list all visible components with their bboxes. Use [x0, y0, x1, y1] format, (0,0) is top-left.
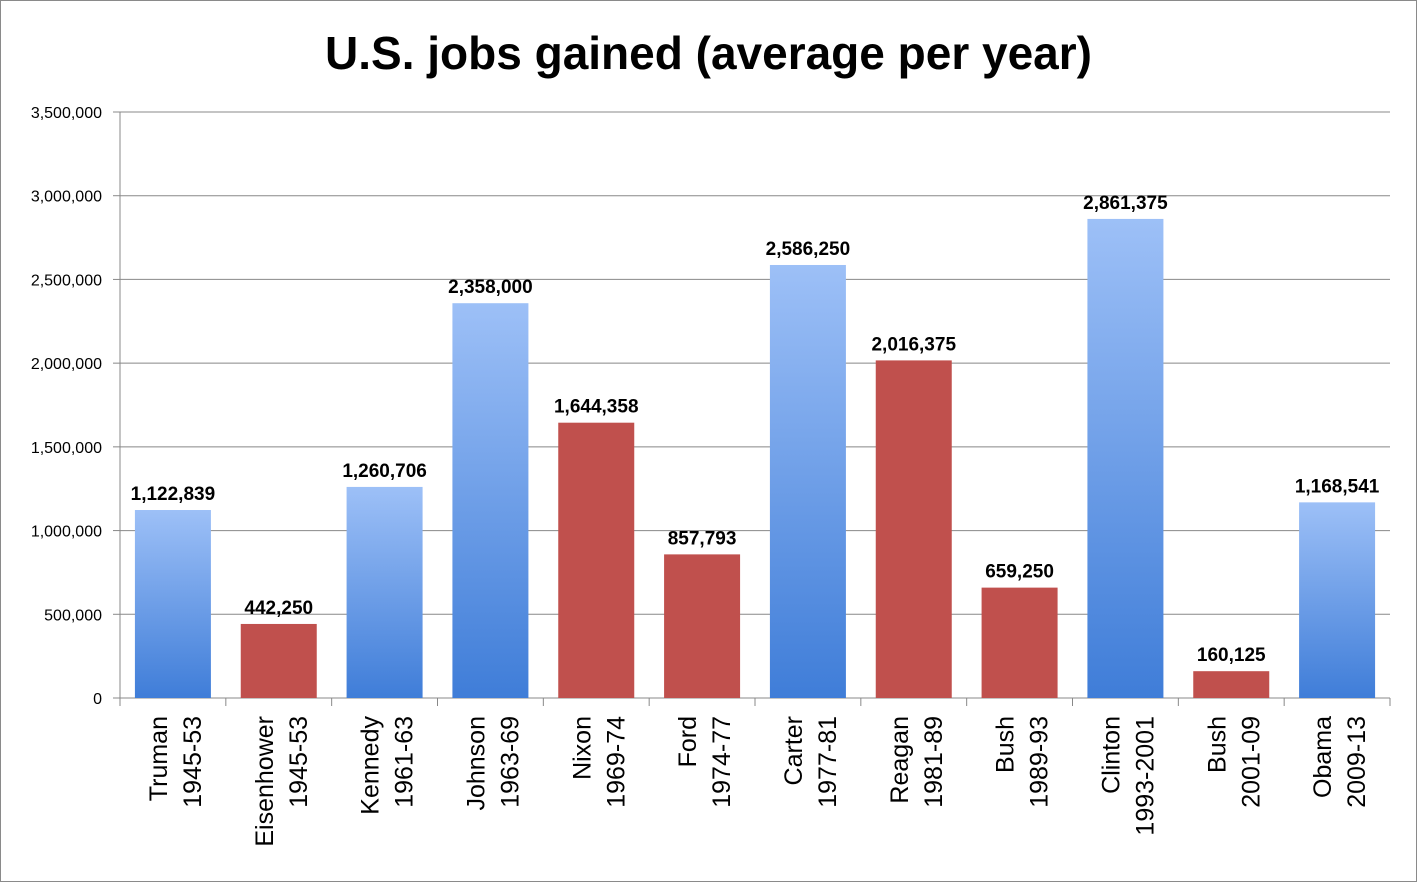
- category-years: 1993-2001: [1131, 716, 1159, 836]
- bar-reagan-1981-89: [875, 360, 952, 698]
- data-label: 659,250: [985, 562, 1054, 583]
- bar-eisenhower-1945-53: [240, 623, 317, 698]
- gridlines: [120, 111, 1390, 615]
- data-label: 2,016,375: [871, 334, 956, 355]
- category-years: 1945-53: [285, 716, 313, 808]
- x-category-label: Truman 1945-53: [145, 716, 207, 808]
- data-label: 857,793: [668, 528, 737, 549]
- category-name: Bush: [992, 716, 1020, 773]
- category-years: 2009-13: [1343, 716, 1371, 808]
- category-name: Eisenhower: [251, 716, 279, 847]
- category-years: 1989-93: [1026, 716, 1054, 808]
- category-name: Carter: [780, 716, 808, 785]
- x-category-label: Ford 1974-77: [674, 716, 736, 808]
- category-years: 1945-53: [179, 716, 207, 808]
- category-name: Bush: [1203, 716, 1231, 773]
- x-category-label: Johnson 1963-69: [462, 716, 524, 811]
- x-category-label: Reagan 1981-89: [886, 716, 948, 808]
- bar-carter-1977-81: [769, 264, 846, 698]
- y-tick-label: 3,000,000: [31, 189, 102, 206]
- bar-truman-1945-53: [134, 510, 211, 698]
- x-category-label: Kennedy 1961-63: [357, 716, 419, 815]
- category-name: Reagan: [886, 716, 914, 804]
- bar-obama-2009-13: [1299, 502, 1376, 698]
- y-tick-label: 1,000,000: [31, 524, 102, 541]
- y-tick-label: 2,000,000: [31, 356, 102, 373]
- bar-bush-1989-93: [981, 587, 1058, 698]
- y-tick-label: 1,500,000: [31, 440, 102, 457]
- data-label: 1,260,706: [342, 461, 427, 482]
- bar-clinton-1993-2001: [1087, 218, 1164, 698]
- category-name: Obama: [1309, 716, 1337, 798]
- category-years: 1981-89: [920, 716, 948, 808]
- y-tick-label: 3,500,000: [31, 105, 102, 122]
- bar-kennedy-1961-63: [346, 486, 423, 698]
- data-label: 2,358,000: [448, 277, 533, 298]
- x-category-label: Bush 1989-93: [992, 716, 1054, 808]
- data-labels: 1,122,839 442,250 1,260,706 2,358,000 1,644,…: [131, 193, 1380, 666]
- data-label: 2,586,250: [766, 239, 851, 260]
- chart-title: U.S. jobs gained (average per year): [325, 27, 1092, 79]
- category-name: Ford: [674, 716, 702, 767]
- category-name: Johnson: [462, 716, 490, 811]
- x-category-label: Carter 1977-81: [780, 716, 842, 808]
- category-years: 1961-63: [391, 716, 419, 808]
- category-years: 1977-81: [814, 716, 842, 808]
- category-name: Clinton: [1097, 716, 1125, 794]
- data-label: 1,644,358: [554, 397, 639, 418]
- category-years: 1963-69: [496, 716, 524, 808]
- bars: [134, 218, 1376, 698]
- data-label: 1,122,839: [131, 484, 216, 505]
- category-name: Truman: [145, 716, 173, 801]
- bar-bush-2001-09: [1193, 671, 1270, 698]
- x-category-label: Eisenhower 1945-53: [251, 716, 313, 847]
- y-tick-label: 500,000: [44, 607, 102, 624]
- x-category-label: Bush 2001-09: [1203, 716, 1265, 808]
- category-years: 1974-77: [708, 716, 736, 808]
- bar-johnson-1963-69: [452, 303, 529, 698]
- category-name: Nixon: [568, 716, 596, 780]
- bar-nixon-1969-74: [558, 422, 635, 698]
- x-category-label: Obama 2009-13: [1309, 716, 1371, 808]
- data-label: 1,168,541: [1295, 476, 1380, 497]
- data-label: 160,125: [1197, 645, 1266, 666]
- data-label: 442,250: [244, 598, 313, 619]
- bar-ford-1974-77: [664, 554, 741, 698]
- category-years: 2001-09: [1237, 716, 1265, 808]
- y-tick-label: 0: [93, 691, 102, 708]
- category-years: 1969-74: [602, 716, 630, 808]
- x-category-label: Nixon 1969-74: [568, 716, 630, 808]
- x-category-label: Clinton 1993-2001: [1097, 716, 1159, 836]
- axes: 0 500,000 1,000,000 1,500,000 2,000,000 2,500…: [31, 105, 1391, 847]
- category-name: Kennedy: [357, 716, 385, 815]
- data-label: 2,861,375: [1083, 193, 1168, 214]
- y-tick-label: 2,500,000: [31, 272, 102, 289]
